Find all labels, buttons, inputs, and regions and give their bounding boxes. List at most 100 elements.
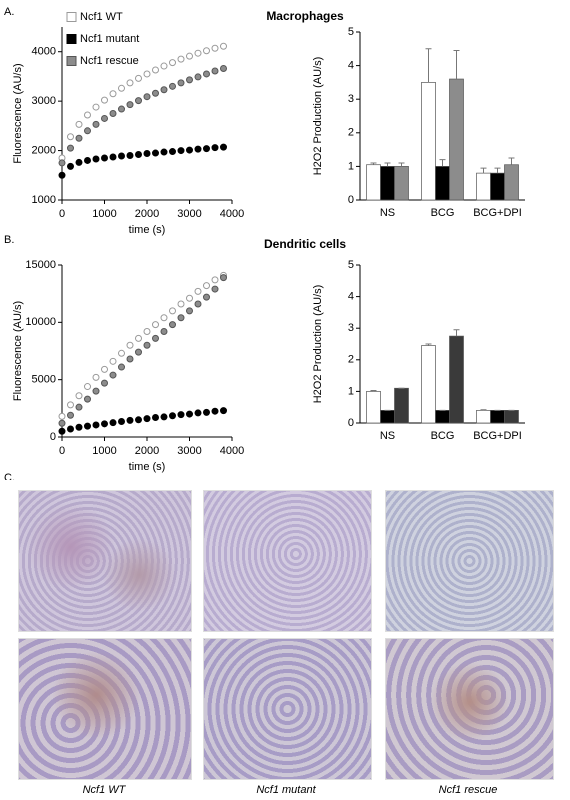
- data-point: [169, 307, 176, 315]
- image-caption: Ncf1 WT: [82, 784, 126, 796]
- data-point: [143, 415, 151, 423]
- data-point: [84, 127, 91, 135]
- charts: A. Macrophages B. Dendritic cells C. 100…: [4, 6, 525, 480]
- data-point: [177, 300, 185, 308]
- data-point: [152, 321, 159, 329]
- data-point: [126, 341, 134, 349]
- y-axis-label: H2O2 Production (AU/s): [312, 57, 324, 176]
- bar: [490, 410, 505, 424]
- bar: [476, 410, 491, 424]
- data-point: [186, 52, 193, 60]
- data-point: [109, 153, 117, 161]
- data-point: [118, 418, 125, 426]
- data-point: [92, 421, 100, 429]
- data-point: [220, 407, 227, 415]
- y-tick-label: 2: [348, 354, 354, 366]
- y-tick-label: 3000: [32, 95, 56, 107]
- bar: [380, 166, 395, 201]
- x-tick-label: BCG+DPI: [473, 430, 522, 442]
- bar: [504, 410, 519, 424]
- data-point: [92, 120, 100, 128]
- data-point: [160, 62, 168, 70]
- histology-image: [18, 638, 192, 780]
- x-axis-label: time (s): [129, 461, 166, 473]
- y-tick-label: 4: [348, 291, 354, 303]
- x-tick-label: BCG: [431, 207, 455, 219]
- data-point: [177, 79, 185, 87]
- x-tick-label: 2000: [135, 208, 159, 220]
- data-point: [177, 147, 185, 155]
- data-point: [169, 82, 176, 90]
- data-point: [220, 42, 227, 50]
- data-point: [203, 47, 210, 55]
- y-tick-label: 2000: [32, 144, 56, 156]
- data-point: [160, 413, 168, 421]
- data-point: [126, 101, 134, 109]
- histology-image: [203, 638, 372, 780]
- y-tick-label: 4: [348, 60, 354, 72]
- x-tick-label: 4000: [220, 445, 244, 457]
- error-bar: [425, 343, 432, 346]
- data-point: [101, 365, 108, 373]
- panel-label: B.: [4, 234, 14, 246]
- data-point: [101, 379, 108, 387]
- data-point: [152, 414, 159, 422]
- error-bar: [453, 329, 460, 337]
- bar: [394, 166, 409, 201]
- data-point: [92, 103, 100, 111]
- data-point: [152, 66, 159, 74]
- x-tick-label: 3000: [177, 208, 201, 220]
- histology-image: [385, 490, 554, 632]
- data-point: [92, 387, 100, 395]
- data-point: [84, 111, 91, 119]
- data-point: [92, 155, 100, 163]
- data-point: [58, 171, 66, 179]
- data-point: [220, 143, 227, 151]
- data-point: [152, 89, 159, 97]
- data-point: [186, 410, 193, 418]
- data-point: [118, 363, 125, 371]
- bar: [421, 82, 436, 201]
- data-point: [160, 314, 168, 322]
- y-tick-label: 10000: [25, 316, 56, 328]
- bar: [421, 345, 436, 424]
- y-axis-label: Fluorescence (AU/s): [12, 301, 24, 401]
- y-axis-label: H2O2 Production (AU/s): [312, 285, 324, 404]
- data-point: [109, 110, 117, 117]
- data-point: [169, 321, 176, 329]
- histology-image: [18, 490, 192, 632]
- data-point: [203, 293, 210, 301]
- data-point: [135, 416, 142, 424]
- data-point: [194, 409, 202, 417]
- error-bar: [370, 389, 377, 392]
- data-point: [177, 314, 185, 322]
- error-bar: [494, 167, 501, 174]
- data-point: [126, 79, 134, 87]
- x-axis-label: time (s): [129, 224, 166, 236]
- data-point: [67, 144, 74, 152]
- x-tick-label: 0: [59, 445, 65, 457]
- x-tick-label: BCG+DPI: [473, 207, 522, 219]
- data-point: [135, 348, 142, 356]
- data-point: [143, 70, 151, 78]
- x-tick-label: 2000: [135, 445, 159, 457]
- x-tick-label: 3000: [177, 445, 201, 457]
- y-tick-label: 1: [348, 385, 354, 397]
- legend-label: Ncf1 rescue: [80, 55, 139, 67]
- y-tick-label: 4000: [32, 46, 56, 58]
- y-tick-label: 0: [348, 194, 354, 206]
- data-point: [126, 152, 134, 160]
- data-point: [75, 158, 83, 166]
- histology-image: [203, 490, 372, 632]
- data-point: [211, 67, 219, 75]
- data-point: [67, 133, 74, 141]
- y-tick-label: 3: [348, 322, 354, 334]
- data-point: [75, 392, 83, 400]
- x-tick-label: 0: [59, 208, 65, 220]
- data-point: [160, 328, 168, 336]
- y-tick-label: 3: [348, 93, 354, 105]
- legend-swatch: [66, 34, 77, 44]
- data-point: [143, 328, 151, 336]
- legend-label: Ncf1 WT: [80, 11, 123, 23]
- x-tick-label: 1000: [92, 445, 116, 457]
